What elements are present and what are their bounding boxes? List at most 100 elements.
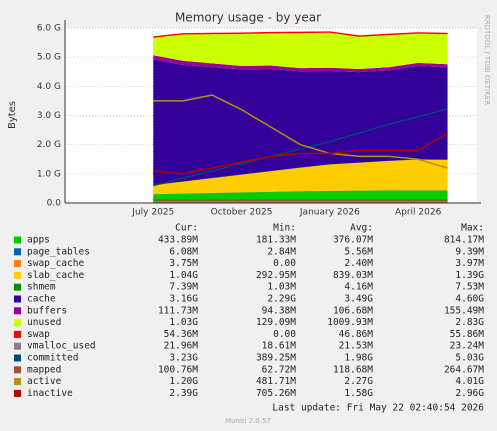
- x-tick-label: January 2026: [299, 208, 360, 218]
- legend-swatch: [14, 389, 21, 397]
- y-tick-label: 2.0 G: [37, 140, 61, 150]
- legend-stat: 106.68M: [333, 305, 373, 316]
- legend-stat: 481.71M: [256, 376, 296, 387]
- legend-stat: 0.00: [273, 329, 296, 340]
- legend-stat: 94.38M: [262, 305, 297, 316]
- legend-stat: 1.98G: [344, 353, 373, 364]
- y-tick-label: 1.0 G: [37, 169, 61, 179]
- legend-stat: 18.61M: [262, 341, 297, 352]
- legend-label: apps: [27, 235, 50, 246]
- legend-stat: 1.04G: [169, 270, 198, 281]
- legend-stat: 21.53M: [339, 341, 374, 352]
- area: [153, 159, 448, 194]
- legend-label: slab_cache: [27, 270, 84, 281]
- side-text: RRDTOOL / TOBI OETIKER: [483, 15, 491, 105]
- line: [153, 94, 448, 169]
- legend-stat: 1.58G: [344, 388, 373, 399]
- legend-stat: 2.84M: [267, 246, 296, 257]
- legend-header: Max:: [461, 223, 484, 234]
- legend-stat: 1.39G: [455, 270, 484, 281]
- area: [153, 59, 448, 186]
- legend-swatch: [14, 283, 21, 291]
- y-tick-label: 0.0: [47, 199, 62, 209]
- legend-stat: 23.24M: [450, 341, 485, 352]
- x-tick-label: October 2025: [211, 208, 273, 218]
- legend-swatch: [14, 295, 21, 303]
- legend-swatch: [14, 260, 21, 268]
- legend-stat: 3.49G: [344, 294, 373, 305]
- x-tick-label: July 2025: [131, 208, 174, 218]
- legend-stat: 4.16M: [344, 282, 373, 293]
- legend-stat: 6.08M: [169, 246, 198, 257]
- legend-header: Cur:: [175, 223, 198, 234]
- legend-stat: 129.09M: [256, 317, 296, 328]
- legend-label: committed: [27, 353, 78, 364]
- y-tick-label: 3.0 G: [37, 111, 61, 121]
- legend-label: unused: [27, 317, 61, 328]
- legend-stat: 705.26M: [256, 388, 296, 399]
- legend-stat: 2.39G: [169, 388, 198, 399]
- line: [153, 132, 448, 175]
- legend-stat: 376.07M: [333, 235, 373, 246]
- legend-stat: 111.73M: [158, 305, 198, 316]
- legend-stat: 46.86M: [339, 329, 374, 340]
- legend-stat: 2.40M: [344, 258, 373, 269]
- legend-stat: 5.03G: [455, 353, 484, 364]
- legend-swatch: [14, 366, 21, 374]
- area: [153, 31, 448, 38]
- legend-stat: 181.33M: [256, 235, 296, 246]
- legend-swatch: [14, 307, 21, 315]
- legend-stat: 433.89M: [158, 235, 198, 246]
- legend-swatch: [14, 354, 21, 362]
- legend-stat: 62.72M: [262, 364, 297, 375]
- area: [153, 32, 448, 69]
- line: [153, 108, 448, 187]
- legend-stat: 814.17M: [444, 235, 484, 246]
- legend-label: inactive: [27, 388, 73, 399]
- legend-stat: 7.39M: [169, 282, 198, 293]
- legend-stat: 3.97M: [455, 258, 484, 269]
- legend-label: swap: [27, 329, 50, 340]
- legend-swatch: [14, 342, 21, 350]
- legend-stat: 389.25M: [256, 353, 296, 364]
- legend-swatch: [14, 319, 21, 327]
- legend-stat: 3.23G: [169, 353, 198, 364]
- y-tick-label: 4.0 G: [37, 82, 61, 92]
- legend-stat: 839.03M: [333, 270, 373, 281]
- legend-stat: 3.75M: [169, 258, 198, 269]
- legend-swatch: [14, 330, 21, 338]
- x-tick-label: April 2026: [395, 208, 442, 218]
- legend-stat: 4.01G: [455, 376, 484, 387]
- legend-stat: 118.68M: [333, 364, 373, 375]
- legend-swatch: [14, 271, 21, 279]
- legend-label: swap_cache: [27, 258, 84, 269]
- legend-stat: 100.76M: [158, 364, 198, 375]
- legend-label: active: [27, 376, 62, 387]
- legend-stat: 155.49M: [444, 305, 484, 316]
- legend-label: vmalloc_used: [27, 341, 96, 352]
- legend-stat: 1.20G: [169, 376, 198, 387]
- legend-header: Min:: [273, 223, 296, 234]
- legend-stat: 3.16G: [169, 294, 198, 305]
- legend-stat: 54.36M: [164, 329, 199, 340]
- footer: Munin 2.0.57: [225, 417, 271, 425]
- legend-stat: 2.96G: [455, 388, 484, 399]
- y-axis-label: Bytes: [7, 101, 18, 129]
- legend-swatch: [14, 236, 21, 244]
- legend-stat: 21.96M: [164, 341, 199, 352]
- legend-stat: 2.83G: [455, 317, 484, 328]
- y-tick-label: 5.0 G: [37, 53, 61, 63]
- legend-label: cache: [27, 294, 56, 305]
- chart-title: Memory usage - by year: [175, 11, 321, 25]
- legend-stat: 0.00: [273, 258, 296, 269]
- legend-swatch: [14, 248, 21, 256]
- legend-stat: 55.86M: [450, 329, 485, 340]
- legend-stat: 2.27G: [344, 376, 373, 387]
- legend-stat: 5.56M: [344, 246, 373, 257]
- legend-header: Avg:: [350, 223, 373, 234]
- legend-swatch: [14, 378, 21, 386]
- legend-stat: 264.67M: [444, 364, 484, 375]
- legend-label: shmem: [27, 282, 56, 293]
- legend-stat: 292.95M: [256, 270, 296, 281]
